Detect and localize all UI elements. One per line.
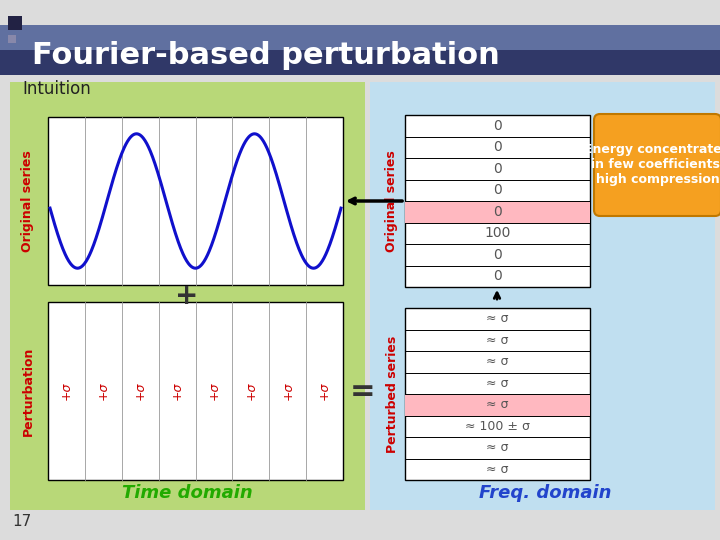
Bar <box>8 35 16 43</box>
FancyBboxPatch shape <box>48 117 343 285</box>
Text: 0: 0 <box>493 140 502 154</box>
Text: +σ: +σ <box>244 382 257 400</box>
Text: 0: 0 <box>493 205 502 219</box>
Text: 17: 17 <box>12 515 31 530</box>
Text: Time domain: Time domain <box>122 484 253 502</box>
FancyBboxPatch shape <box>405 201 590 222</box>
Text: Freq. domain: Freq. domain <box>479 484 611 502</box>
Text: +: + <box>175 282 199 310</box>
Bar <box>8 16 22 30</box>
Text: ≈ σ: ≈ σ <box>486 334 509 347</box>
FancyBboxPatch shape <box>405 115 590 287</box>
Text: Original series: Original series <box>385 150 398 252</box>
Text: +σ: +σ <box>318 382 331 400</box>
Text: Energy concentrated
in few coefficients:
high compression: Energy concentrated in few coefficients:… <box>584 144 720 186</box>
Text: +σ: +σ <box>282 382 294 400</box>
Text: 0: 0 <box>493 162 502 176</box>
FancyBboxPatch shape <box>0 25 720 50</box>
Text: ≈ σ: ≈ σ <box>486 312 509 325</box>
FancyBboxPatch shape <box>0 50 720 75</box>
Text: +σ: +σ <box>207 382 220 400</box>
FancyBboxPatch shape <box>370 82 715 510</box>
Text: ≈ σ: ≈ σ <box>486 377 509 390</box>
Text: ≈ σ: ≈ σ <box>486 463 509 476</box>
Text: Intuition: Intuition <box>22 80 91 98</box>
Text: ≈ σ: ≈ σ <box>486 399 509 411</box>
Text: 0: 0 <box>493 119 502 133</box>
Text: 100: 100 <box>485 226 510 240</box>
Text: Perturbed series: Perturbed series <box>385 335 398 453</box>
Text: 0: 0 <box>493 248 502 262</box>
Text: ≈ 100 ± σ: ≈ 100 ± σ <box>465 420 530 433</box>
Text: =: = <box>350 376 376 406</box>
Text: +σ: +σ <box>171 382 184 400</box>
FancyBboxPatch shape <box>594 114 720 216</box>
Text: +σ: +σ <box>134 382 147 400</box>
Text: Perturbation: Perturbation <box>22 346 35 436</box>
Text: +σ: +σ <box>96 382 110 400</box>
Text: ≈ σ: ≈ σ <box>486 441 509 454</box>
Polygon shape <box>605 155 630 175</box>
FancyBboxPatch shape <box>405 308 590 480</box>
FancyBboxPatch shape <box>48 302 343 480</box>
Text: 0: 0 <box>493 183 502 197</box>
Text: Original series: Original series <box>22 150 35 252</box>
FancyBboxPatch shape <box>405 394 590 415</box>
Text: Fourier-based perturbation: Fourier-based perturbation <box>32 40 500 70</box>
FancyBboxPatch shape <box>10 82 365 510</box>
Text: +σ: +σ <box>60 382 73 400</box>
Text: ≈ σ: ≈ σ <box>486 355 509 368</box>
Text: 0: 0 <box>493 269 502 284</box>
